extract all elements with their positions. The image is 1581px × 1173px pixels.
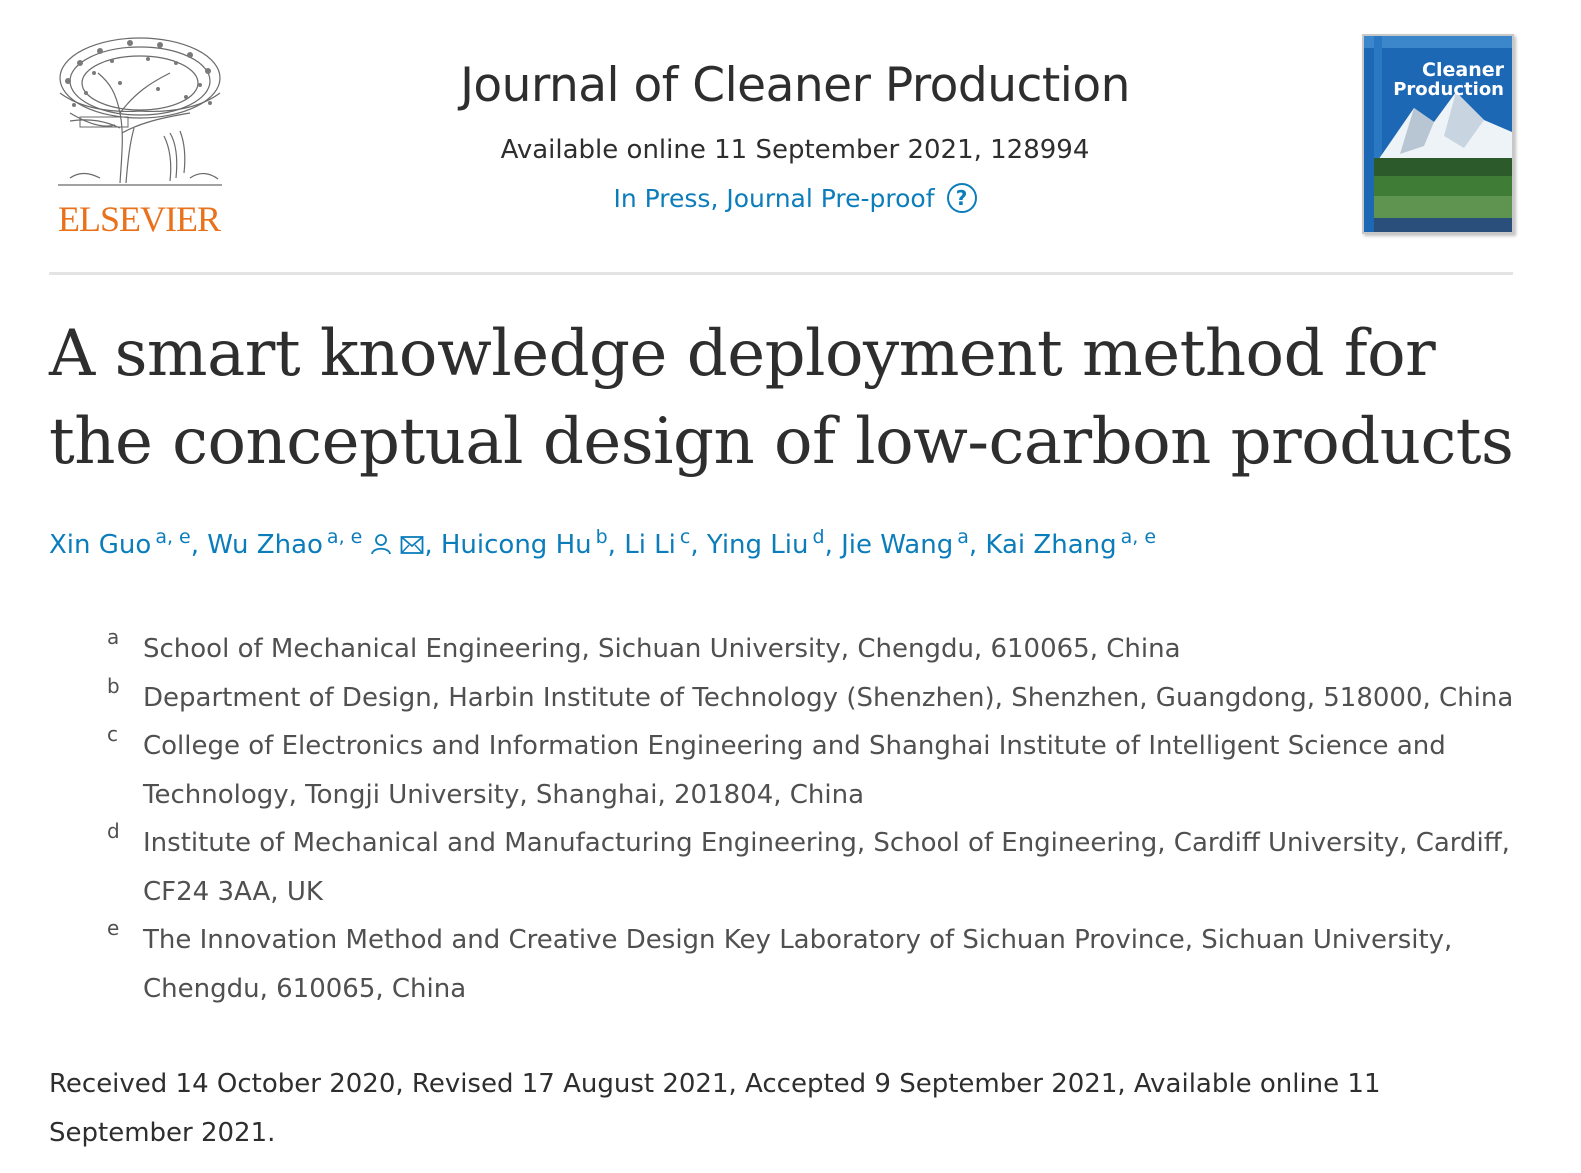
affiliation-item: d Institute of Mechanical and Manufacturi… (105, 819, 1525, 916)
journal-issue: Available online 11 September 2021, 1289… (500, 135, 1090, 165)
author-link[interactable]: Huicong Hu b (440, 526, 608, 560)
author-separator: , (424, 530, 433, 560)
author-link[interactable]: Jie Wang a (841, 526, 969, 560)
author-affiliation-sup: b (595, 526, 608, 548)
affiliation-label: d (107, 819, 120, 843)
cover-title-line2: Production (1393, 79, 1504, 100)
affiliation-item: c College of Electronics and Information … (105, 722, 1525, 819)
author-name: Ying Liu (706, 530, 809, 560)
article-history-dates: Received 14 October 2020, Revised 17 Aug… (49, 1069, 1381, 1148)
question-circle-icon[interactable]: ? (946, 183, 977, 213)
publisher-name: ELSEVIER (58, 199, 221, 239)
affiliation-label: c (107, 722, 118, 746)
author-separator: , (824, 530, 833, 560)
affiliation-label: e (107, 916, 120, 940)
author-link[interactable]: Wu Zhao a, e (207, 526, 424, 562)
author-list: Xin Guo a, e, Wu Zhao a, e, Huicong Hu b, L… (49, 526, 1529, 562)
author-affiliation-sup: c (679, 526, 691, 548)
affiliation-text: College of Electronics and Information E… (143, 731, 1446, 810)
affiliation-text: Institute of Mechanical and Manufacturin… (143, 828, 1510, 907)
journal-info: Journal of Cleaner Production Available … (300, 58, 1290, 213)
elsevier-logo[interactable]: ELSEVIER (50, 33, 228, 239)
author-link[interactable]: Li Li c (624, 526, 690, 560)
author-link[interactable]: Kai Zhang a, e (985, 526, 1156, 560)
article-header: ELSEVIER Journal of Cleaner Production A… (0, 0, 1581, 280)
affiliation-item: e The Innovation Method and Creative Desi… (105, 916, 1525, 1013)
author-affiliation-sup: a (957, 526, 969, 548)
journal-title-link[interactable]: Journal of Cleaner Production (460, 58, 1130, 113)
author-name: Kai Zhang (985, 530, 1117, 560)
journal-status-label: In Press, Journal Pre-proof (613, 183, 935, 213)
affiliation-text: The Innovation Method and Creative Desig… (143, 925, 1453, 1004)
affiliation-list: a School of Mechanical Engineering, Sichu… (105, 625, 1525, 1013)
author-link[interactable]: Ying Liu d (706, 526, 825, 560)
journal-status-link[interactable]: In Press, Journal Pre-proof ? (613, 183, 977, 213)
cover-title-line1: Cleaner (1422, 59, 1505, 81)
author-separator: , (607, 530, 616, 560)
affiliation-text: School of Mechanical Engineering, Sichua… (143, 634, 1181, 664)
author-name: Li Li (624, 530, 676, 560)
affiliation-text: Department of Design, Harbin Institute o… (143, 682, 1514, 713)
author-link[interactable]: Xin Guo a, e (49, 526, 191, 560)
affiliation-item: b Department of Design, Harbin Institute … (105, 674, 1525, 723)
author-affiliation-sup: a, e (155, 526, 191, 548)
journal-cover[interactable]: Cleaner Production (1362, 34, 1514, 234)
author-name: Jie Wang (841, 530, 954, 560)
author-separator: , (690, 530, 699, 560)
header-divider (49, 272, 1513, 275)
elsevier-tree-logo (58, 37, 222, 186)
author-affiliation-sup: a, e (326, 526, 363, 548)
author-name: Wu Zhao (207, 530, 323, 560)
author-name: Xin Guo (49, 530, 152, 560)
affiliation-item: a School of Mechanical Engineering, Sichu… (105, 625, 1525, 674)
article-title: A smart knowledge deployment method for … (49, 317, 1514, 479)
author-separator: , (190, 530, 199, 560)
envelope-icon (400, 532, 424, 562)
author-affiliation-sup: a, e (1120, 526, 1157, 548)
affiliation-label: a (107, 625, 120, 649)
author-name: Huicong Hu (440, 530, 592, 560)
journal-cover-image: Cleaner Production (1364, 36, 1512, 232)
person-icon (370, 532, 392, 562)
author-affiliation-sup: d (812, 526, 825, 548)
affiliation-label: b (107, 673, 120, 698)
author-separator: , (968, 530, 978, 560)
